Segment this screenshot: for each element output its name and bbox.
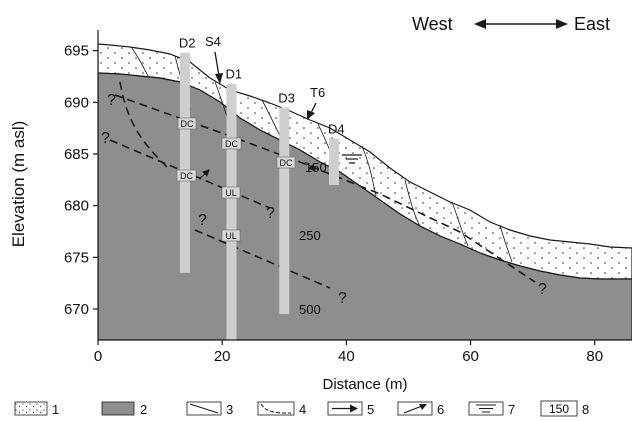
legend-key: 6 [437,402,444,417]
question-mark: ? [266,205,275,222]
question-mark: ? [338,290,347,307]
bedrock-layer [98,72,632,340]
contour-labels: 150 250 500 [299,160,327,317]
x-tick-label: 0 [94,348,102,365]
legend-key: 7 [508,402,515,417]
borehole-label: D2 [179,36,196,51]
dashed-line-icon [257,401,295,416]
y-tick-label: 695 [64,43,89,60]
legend-item-7: 7 [468,401,515,417]
x-tick-label: 20 [214,348,231,365]
x-tick-label: 80 [586,348,603,365]
y-tick-label: 685 [64,146,89,163]
legend-key: 8 [582,402,589,417]
legend-key: 1 [52,402,59,417]
borehole-d4 [328,138,339,185]
borehole-tag: UL [225,231,237,241]
marker-label: T6 [310,85,325,100]
x-axis-label: Distance (m) [322,376,407,393]
legend-item-4: 4 [257,401,306,417]
borehole-tags: DC DC DC DC UL UL [176,117,296,242]
legend-item-2: 2 [101,401,147,417]
legend-box-text: 150 [549,402,569,416]
legend-item-6: 6 [397,401,444,417]
y-tick-label: 675 [64,249,89,266]
question-mark: ? [107,92,116,109]
legend-key: 3 [226,402,233,417]
boxed-number-icon [540,400,578,417]
borehole-d1 [226,83,237,340]
borehole-tag: DC [180,171,193,181]
contour-label: 500 [299,302,321,317]
east-arrowhead [556,19,568,29]
y-tick-label: 690 [64,94,89,111]
x-axis-ticks: 0 20 40 60 80 [94,340,603,365]
legend-key: 5 [367,402,374,417]
borehole-tag: DC [181,119,194,129]
x-tick-label: 40 [338,348,355,365]
contour-label: 150 [305,160,327,175]
question-mark: ? [538,281,547,298]
borehole-labels: D2 D1 D3 D4 [179,36,345,137]
question-marks: ? ? ? ? ? ? ? [101,92,547,307]
marker-s4: S4 [205,34,223,84]
axes [97,30,632,341]
legend-item-8: 150 8 [540,400,589,417]
borehole-tag: DC [225,139,238,149]
slip-surfaces [109,81,536,289]
east-label: East [574,14,610,34]
y-axis-ticks: 695 690 685 680 675 670 [64,43,98,318]
marker-label: S4 [205,34,221,49]
legend-item-3: 3 [186,401,233,417]
boreholes [179,52,339,340]
legend-key: 2 [140,402,147,417]
dots-icon [14,401,48,416]
legend-item-5: 5 [327,401,374,417]
movement-arrows [199,161,316,179]
legend: 1 2 3 4 5 6 [14,400,589,417]
y-tick-label: 670 [64,301,89,318]
contour-label: 250 [299,228,321,243]
west-label: West [412,14,453,34]
gray-fill-icon [101,401,135,416]
borehole-d3 [279,107,290,315]
x-tick-label: 60 [462,348,479,365]
water-table-symbol [342,154,362,164]
borehole-tag: DC [280,158,293,168]
borehole-label: D4 [328,122,345,137]
borehole-d2 [179,52,190,273]
question-mark: ? [101,130,110,147]
borehole-tag: UL [225,188,237,198]
question-mark: ? [198,212,207,229]
borehole-label: D1 [226,67,243,82]
borehole-label: D3 [278,91,295,106]
orientation-indicator: West East [412,14,610,34]
legend-item-1: 1 [14,401,59,417]
y-axis-label: Elevation (m asl) [9,121,28,248]
marker-t6: T6 [307,85,325,120]
y-tick-label: 680 [64,198,89,215]
legend-key: 4 [299,402,306,417]
west-arrowhead [474,19,486,29]
